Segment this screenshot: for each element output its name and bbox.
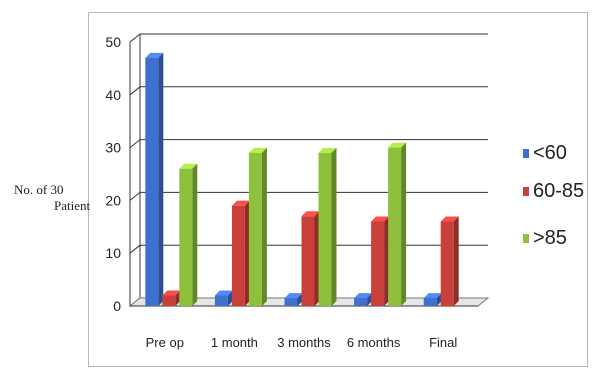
y-axis-label: No. of 30 Patient <box>14 182 110 214</box>
bar <box>248 152 262 306</box>
bar-top <box>371 216 390 222</box>
bars-layer <box>145 52 459 307</box>
x-tick-label: Final <box>429 335 457 350</box>
bar-top <box>318 147 337 153</box>
bar <box>214 295 228 306</box>
gridline-depth <box>129 244 141 254</box>
bar-top <box>162 290 181 296</box>
bar-top <box>388 142 407 148</box>
legend: <60 60-85 >85 <box>523 142 584 249</box>
bar-side <box>314 211 320 306</box>
y-tick-label: 40 <box>105 87 121 103</box>
bar <box>145 57 159 307</box>
gridline-depth <box>129 33 141 43</box>
bar-side <box>331 147 337 306</box>
bar-top <box>231 200 250 206</box>
bar-side <box>158 52 164 307</box>
bar-side <box>261 147 267 306</box>
legend-label: >85 <box>533 227 567 249</box>
bar-side <box>297 293 303 306</box>
bar <box>301 216 315 306</box>
bar-top <box>284 293 303 299</box>
category-labels: Pre op 1 month 3 months 6 months Final <box>146 335 458 350</box>
bar-top <box>440 216 459 222</box>
x-tick-label: 1 month <box>211 335 258 350</box>
x-tick-label: Pre op <box>146 335 184 350</box>
y-tick-label: 50 <box>105 34 121 50</box>
bar-side <box>436 293 442 306</box>
legend-swatch <box>523 187 529 196</box>
bar-top <box>179 163 198 169</box>
bar-side <box>227 290 233 306</box>
bar-side <box>453 216 459 306</box>
bar-side <box>175 290 181 306</box>
legend-label: 60-85 <box>533 180 584 202</box>
bar <box>284 298 298 306</box>
bar <box>388 147 402 306</box>
legend-swatch <box>523 234 529 243</box>
y-tick-label: 20 <box>105 192 121 208</box>
legend-swatch <box>523 149 529 158</box>
chart-frame <box>88 12 588 367</box>
bar-side <box>384 216 390 306</box>
bar-top <box>301 211 320 217</box>
bar-top <box>248 147 267 153</box>
bar-side <box>401 142 407 306</box>
bar <box>354 298 368 306</box>
bar-top <box>423 293 442 299</box>
bar <box>179 168 193 306</box>
bar <box>440 221 454 306</box>
gridline-depth <box>129 86 141 96</box>
gridline-depth <box>129 139 141 148</box>
bar <box>162 295 176 306</box>
y-tick-label: 0 <box>113 298 121 314</box>
legend-label: <60 <box>533 142 567 164</box>
y-axis-label-line-1: No. of 30 <box>14 182 64 197</box>
bar <box>231 205 245 306</box>
bar-top <box>214 290 233 296</box>
y-axis-label-line-2: Patient <box>54 198 91 213</box>
gridline-depth <box>129 192 141 201</box>
x-tick-label: 3 months <box>277 335 331 350</box>
bar-top <box>145 52 164 58</box>
bar-side <box>367 293 373 306</box>
x-tick-label: 6 months <box>347 335 401 350</box>
bar <box>371 221 385 306</box>
y-tick-label: 10 <box>105 245 121 261</box>
bar-side <box>244 200 250 306</box>
y-tick-label: 30 <box>105 140 121 156</box>
bar <box>318 152 332 306</box>
bar-top <box>354 293 373 299</box>
bar-side <box>192 163 198 306</box>
bar <box>423 298 437 306</box>
